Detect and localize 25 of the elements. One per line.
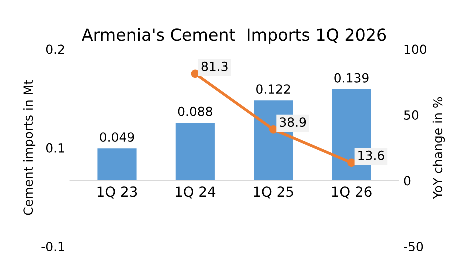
x-tick-label: 1Q 26 bbox=[332, 186, 372, 199]
data-label: 81.3 bbox=[202, 62, 228, 72]
data-label: 38.9 bbox=[280, 118, 306, 128]
x-tick-label: 1Q 23 bbox=[98, 186, 138, 199]
data-label: 0.088 bbox=[178, 106, 212, 116]
data-label: 0.139 bbox=[334, 73, 369, 83]
y-tick-label: -0.1 bbox=[42, 242, 64, 252]
x-tick-label: 1Q 24 bbox=[176, 186, 216, 199]
y2-tick-label: 0 bbox=[404, 176, 411, 186]
data-label: 0.122 bbox=[256, 84, 290, 94]
y-tick-label: 0.2 bbox=[46, 44, 64, 54]
data-label: 13.6 bbox=[358, 150, 384, 160]
y2-tick-label: -50 bbox=[404, 242, 424, 252]
y-tick-label: 0.1 bbox=[46, 143, 64, 153]
y2-axis-title: YoY change in % bbox=[432, 97, 446, 200]
bar bbox=[176, 122, 215, 181]
point bbox=[269, 126, 278, 134]
y-axis-title: Cement imports in Mt bbox=[23, 80, 36, 216]
data-label: 0.049 bbox=[100, 132, 134, 142]
chart-title: Armenia's Cement Imports 1Q 2026 bbox=[82, 28, 386, 44]
y2-tick-label: 50 bbox=[404, 110, 419, 120]
y2-tick-label: 100 bbox=[404, 44, 427, 54]
bar bbox=[98, 148, 137, 181]
point bbox=[348, 158, 356, 168]
x-tick-label: 1Q 25 bbox=[254, 186, 294, 199]
